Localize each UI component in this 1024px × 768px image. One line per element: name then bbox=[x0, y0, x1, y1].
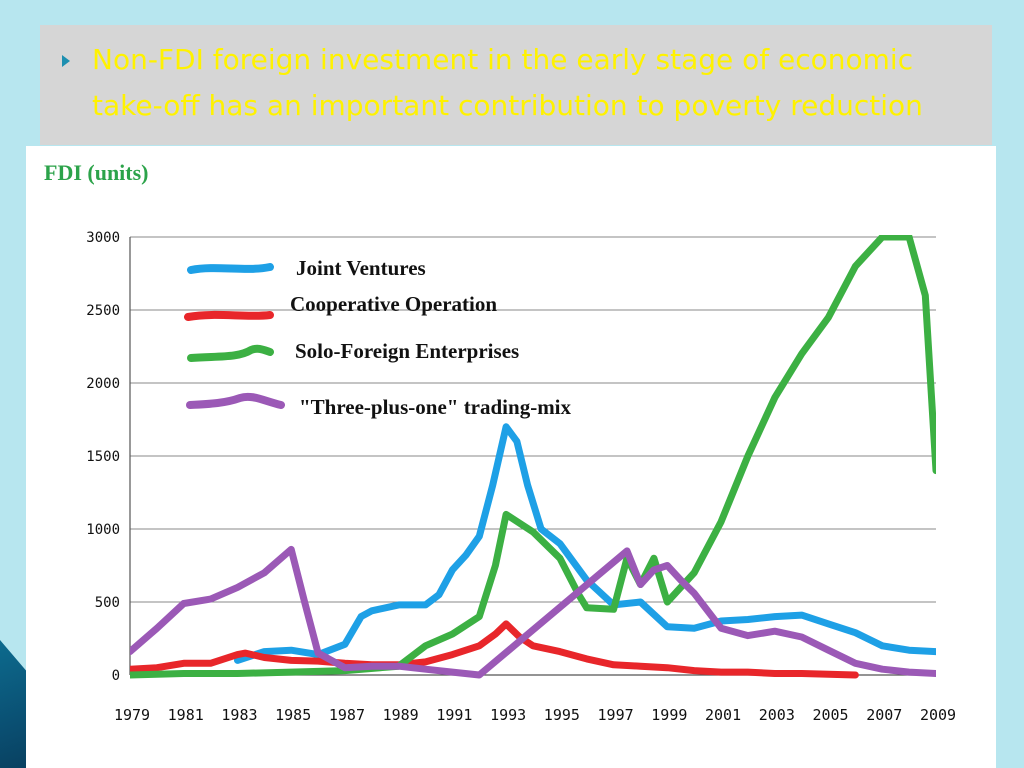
x-tick-label: 1999 bbox=[651, 706, 687, 724]
bullet-text: Non-FDI foreign investment in the early … bbox=[92, 43, 923, 122]
x-tick-label: 1979 bbox=[114, 706, 150, 724]
series-line-3 bbox=[130, 545, 936, 679]
x-tick-label: 1997 bbox=[598, 706, 634, 724]
x-tick-label: 1985 bbox=[275, 706, 311, 724]
x-tick-label: 2003 bbox=[759, 706, 795, 724]
y-tick-label: 1500 bbox=[86, 449, 120, 465]
legend-swatch-1 bbox=[184, 310, 274, 321]
x-tick-label: 2005 bbox=[812, 706, 848, 724]
y-tick-label: 2000 bbox=[86, 376, 120, 392]
x-tick-label: 1981 bbox=[168, 706, 204, 724]
y-tick-label: 3000 bbox=[86, 230, 120, 246]
chart-panel: FDI (units) 0 500 1000 1500 2000 2500 3000 1979… bbox=[26, 146, 996, 768]
y-tick-label: 500 bbox=[95, 595, 120, 611]
bullet-banner: Non-FDI foreign investment in the early … bbox=[40, 25, 992, 145]
bullet-arrow-icon bbox=[62, 55, 70, 67]
fdi-line-chart: 0 500 1000 1500 2000 2500 3000 1979 1981 1983 1985… bbox=[86, 230, 956, 724]
series-line-1 bbox=[130, 620, 859, 679]
x-tick-label: 1993 bbox=[490, 706, 526, 724]
y-tick-label: 0 bbox=[112, 668, 120, 684]
legend-swatch-0 bbox=[187, 263, 274, 274]
x-tick-label: 1991 bbox=[436, 706, 472, 724]
x-tick-label: 1983 bbox=[221, 706, 257, 724]
x-tick-label: 2007 bbox=[866, 706, 902, 724]
legend-swatch-2 bbox=[187, 344, 274, 362]
y-tick-label: 2500 bbox=[86, 303, 120, 319]
legend-swatch-3 bbox=[186, 392, 285, 409]
x-tick-label: 1995 bbox=[544, 706, 580, 724]
legend-label-1: Cooperative Operation bbox=[290, 292, 497, 316]
chart-title: FDI (units) bbox=[44, 160, 149, 185]
legend-label-3: "Three-plus-one" trading-mix bbox=[299, 395, 572, 419]
x-tick-label: 2001 bbox=[705, 706, 741, 724]
legend-label-2: Solo-Foreign Enterprises bbox=[295, 339, 519, 363]
x-tick-label: 1987 bbox=[329, 706, 365, 724]
series-line-0 bbox=[234, 423, 936, 664]
y-tick-label: 1000 bbox=[86, 522, 120, 538]
x-tick-label: 2009 bbox=[920, 706, 956, 724]
legend-label-0: Joint Ventures bbox=[296, 256, 426, 280]
x-tick-label: 1989 bbox=[383, 706, 419, 724]
